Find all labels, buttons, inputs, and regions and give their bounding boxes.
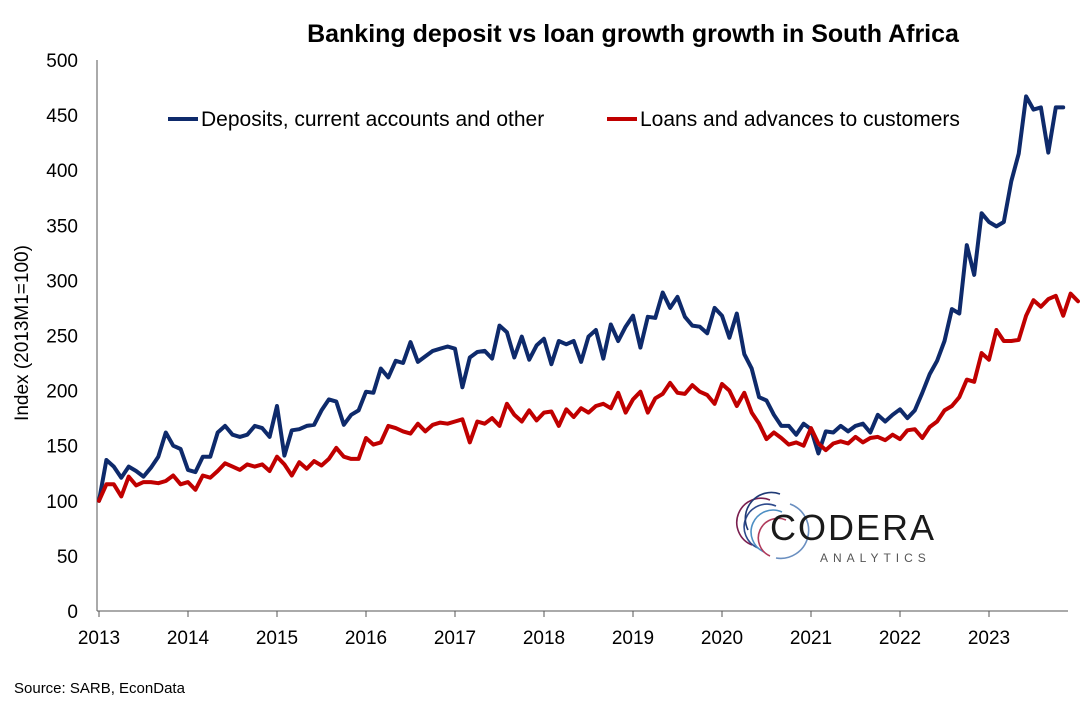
x-tick-label: 2019 <box>612 628 654 649</box>
y-tick-label: 250 <box>46 327 78 348</box>
y-tick-label: 450 <box>46 106 78 127</box>
chart-title: Banking deposit vs loan growth growth in… <box>307 20 960 48</box>
series-layer <box>97 94 1080 503</box>
y-tick-label: 500 <box>46 51 78 72</box>
legend-label-deposits: Deposits, current accounts and other <box>201 108 544 131</box>
y-tick-label: 200 <box>46 382 78 403</box>
y-axis-label: Index (2013M1=100) <box>12 245 33 421</box>
x-tick-label: 2021 <box>790 628 832 649</box>
x-tick-label: 2020 <box>701 628 743 649</box>
x-tick-label: 2022 <box>879 628 921 649</box>
y-axis: 0 50 100 150 200 250 300 350 400 450 500 <box>46 51 98 623</box>
x-tick-label: 2018 <box>523 628 565 649</box>
x-tick-label: 2013 <box>78 628 120 649</box>
legend: Deposits, current accounts and other Loa… <box>168 108 960 131</box>
legend-label-loans: Loans and advances to customers <box>640 108 960 131</box>
logo-tagline: ANALYTICS <box>820 551 931 565</box>
x-tick-label: 2016 <box>345 628 387 649</box>
x-tick-label: 2017 <box>434 628 476 649</box>
series-line-deposits <box>97 94 1066 503</box>
y-tick-label: 0 <box>67 602 78 623</box>
x-tick-label: 2023 <box>968 628 1010 649</box>
x-tick-label: 2014 <box>167 628 210 649</box>
y-tick-label: 350 <box>46 216 78 237</box>
y-tick-label: 150 <box>46 437 78 458</box>
logo-name: CODERA <box>770 507 936 548</box>
y-tick-label: 300 <box>46 271 78 292</box>
y-tick-label: 100 <box>46 492 78 513</box>
fingerprint-icon <box>735 491 810 560</box>
codera-logo: CODERA ANALYTICS <box>735 491 936 565</box>
x-tick-label: 2015 <box>256 628 298 649</box>
series-line-loans <box>97 291 1080 503</box>
y-tick-label: 50 <box>57 547 78 568</box>
source-note: Source: SARB, EconData <box>14 680 186 697</box>
y-tick-label: 400 <box>46 161 78 182</box>
x-axis: 2013 2014 2015 2016 2017 2018 2019 2020 2021 2022… <box>78 610 1068 649</box>
